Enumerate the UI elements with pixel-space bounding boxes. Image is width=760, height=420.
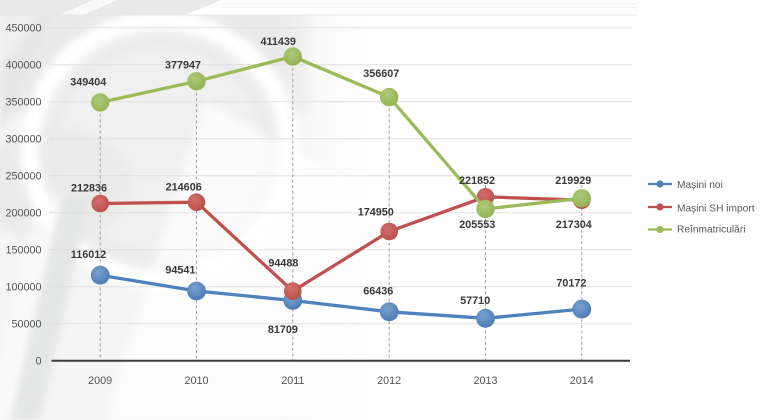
svg-text:205553: 205553	[459, 219, 495, 231]
svg-text:217304: 217304	[556, 219, 592, 231]
svg-text:250000: 250000	[5, 171, 41, 183]
svg-text:2014: 2014	[570, 375, 594, 387]
svg-text:400000: 400000	[5, 60, 41, 72]
svg-text:2011: 2011	[281, 375, 304, 387]
svg-text:300000: 300000	[5, 134, 41, 146]
svg-text:94541: 94541	[165, 264, 195, 276]
svg-text:81709: 81709	[268, 324, 298, 336]
svg-text:356607: 356607	[363, 68, 399, 80]
svg-text:450000: 450000	[5, 23, 41, 35]
svg-text:212836: 212836	[71, 182, 107, 194]
svg-text:70172: 70172	[556, 278, 586, 290]
svg-text:150000: 150000	[5, 245, 41, 257]
svg-text:350000: 350000	[5, 97, 41, 109]
svg-text:Reînmatriculări: Reînmatriculări	[677, 224, 746, 235]
svg-text:100000: 100000	[5, 282, 41, 294]
svg-text:200000: 200000	[5, 208, 41, 220]
svg-text:214606: 214606	[166, 182, 202, 194]
svg-text:411439: 411439	[260, 36, 295, 48]
svg-text:94488: 94488	[268, 257, 298, 269]
svg-text:66436: 66436	[363, 286, 393, 298]
svg-text:2010: 2010	[184, 375, 208, 387]
svg-text:0: 0	[35, 356, 41, 368]
svg-text:Mașini SH import: Mașini SH import	[677, 203, 755, 214]
svg-text:2009: 2009	[88, 375, 112, 387]
svg-text:2012: 2012	[377, 375, 401, 387]
svg-text:377947: 377947	[165, 60, 201, 72]
svg-text:Mașini noi: Mașini noi	[677, 180, 723, 191]
svg-text:221852: 221852	[459, 175, 495, 187]
svg-text:2013: 2013	[473, 375, 497, 387]
svg-text:349404: 349404	[70, 77, 106, 89]
svg-text:50000: 50000	[11, 319, 41, 331]
svg-text:57710: 57710	[460, 295, 490, 307]
svg-text:219929: 219929	[555, 175, 591, 187]
svg-text:174950: 174950	[358, 207, 394, 219]
svg-text:116012: 116012	[71, 249, 106, 261]
